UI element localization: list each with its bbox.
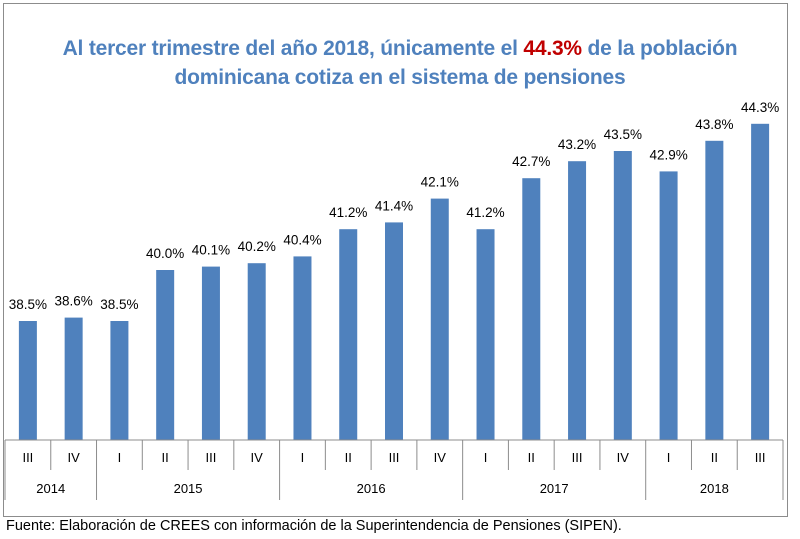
- bar-7: [339, 229, 358, 440]
- title-line-2: dominicana cotiza en el sistema de pensi…: [174, 66, 626, 89]
- year-label-1: 2015: [174, 481, 203, 496]
- year-label-4: 2018: [700, 481, 729, 496]
- year-label-0: 2014: [36, 481, 65, 496]
- bar-6: [293, 256, 312, 440]
- year-label-3: 2017: [540, 481, 569, 496]
- year-label-2: 2016: [357, 481, 386, 496]
- bar-4: [201, 266, 220, 440]
- value-label-12: 43.2%: [558, 137, 596, 152]
- value-label-7: 41.2%: [329, 205, 367, 220]
- value-label-14: 42.9%: [649, 147, 687, 162]
- bar-14: [659, 171, 678, 440]
- value-label-8: 41.4%: [375, 198, 413, 213]
- bar-13: [613, 151, 632, 440]
- quarter-label-0: III: [22, 450, 33, 465]
- quarter-label-16: III: [755, 450, 766, 465]
- value-label-9: 42.1%: [421, 175, 459, 190]
- bar-8: [385, 222, 403, 440]
- bar-15: [705, 140, 724, 441]
- bar-3: [156, 270, 175, 440]
- title-highlight: 44.3%: [523, 37, 582, 60]
- value-label-0: 38.5%: [9, 297, 47, 312]
- value-label-6: 40.4%: [283, 232, 321, 247]
- quarter-label-10: I: [484, 450, 488, 465]
- quarter-label-9: IV: [434, 450, 447, 465]
- value-label-1: 38.6%: [55, 294, 93, 309]
- bar-9: [430, 198, 449, 440]
- value-label-3: 40.0%: [146, 246, 184, 261]
- bars-group: [18, 123, 770, 441]
- chart-title: Al tercer trimestre del año 2018, únicam…: [0, 34, 800, 92]
- quarter-label-6: I: [301, 450, 305, 465]
- bar-2: [110, 321, 129, 440]
- title-line-1: Al tercer trimestre del año 2018, únicam…: [0, 34, 800, 63]
- quarter-label-4: III: [206, 450, 217, 465]
- bar-0: [18, 321, 37, 440]
- bar-12: [568, 161, 587, 440]
- quarter-label-12: III: [572, 450, 583, 465]
- value-labels-group: 38.5% 38.6% 38.5% 40.0% 40.1% 40.2% 40.4% 41.2%…: [9, 100, 780, 312]
- quarter-label-15: II: [711, 450, 718, 465]
- bar-1: [64, 317, 83, 440]
- quarter-label-13: IV: [617, 450, 630, 465]
- quarter-label-7: II: [345, 450, 352, 465]
- bar-5: [247, 263, 266, 440]
- quarter-label-1: IV: [67, 450, 80, 465]
- quarter-label-3: II: [162, 450, 169, 465]
- quarter-label-11: II: [528, 450, 535, 465]
- quarter-label-8: III: [389, 450, 400, 465]
- quarter-label-14: I: [667, 450, 671, 465]
- quarter-label-2: I: [118, 450, 122, 465]
- quarter-label-5: IV: [251, 450, 264, 465]
- value-label-5: 40.2%: [238, 239, 276, 254]
- bar-10: [476, 229, 495, 440]
- value-label-13: 43.5%: [604, 127, 642, 142]
- value-label-16: 44.3%: [741, 100, 779, 115]
- source-footnote: Fuente: Elaboración de CREES con informa…: [6, 518, 622, 534]
- value-label-2: 38.5%: [100, 297, 138, 312]
- value-label-10: 41.2%: [466, 205, 504, 220]
- bar-16: [751, 123, 770, 441]
- bar-11: [522, 178, 541, 440]
- title-text: Al tercer trimestre del año 2018, únicam…: [62, 37, 524, 60]
- value-label-4: 40.1%: [192, 243, 230, 258]
- title-text: de la población: [581, 37, 738, 60]
- value-label-15: 43.8%: [695, 117, 733, 132]
- value-label-11: 42.7%: [512, 154, 550, 169]
